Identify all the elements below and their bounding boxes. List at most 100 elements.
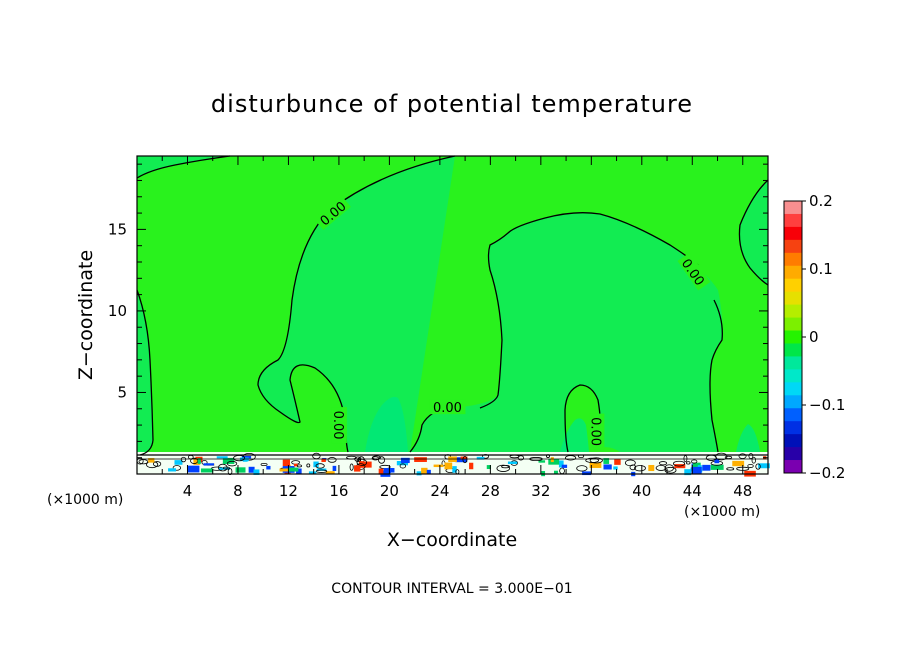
x-tick-label: 48 bbox=[733, 482, 752, 500]
noise-mark bbox=[496, 464, 510, 472]
contour-label-bg bbox=[429, 399, 466, 415]
contour-label-bg bbox=[677, 252, 711, 291]
colorbar-segment bbox=[784, 265, 802, 280]
noise-mark bbox=[378, 468, 384, 475]
noise-mark bbox=[313, 461, 319, 468]
contour-label-bg bbox=[331, 407, 347, 444]
contour-label: 0.00 bbox=[330, 407, 347, 444]
noise-mark bbox=[200, 468, 214, 473]
noise-mark bbox=[697, 465, 702, 468]
noise-mark bbox=[217, 463, 228, 472]
noise-mark bbox=[603, 464, 612, 470]
colorbar-segment bbox=[784, 201, 802, 215]
noise-mark bbox=[203, 463, 215, 466]
noise-mark bbox=[421, 467, 428, 475]
noise-mark bbox=[710, 464, 724, 470]
colorbar-segment bbox=[784, 408, 802, 422]
colorbar-segment bbox=[784, 369, 802, 383]
x-tick-label: 8 bbox=[233, 482, 243, 500]
x-tick-label: 32 bbox=[531, 482, 550, 500]
x-tick-label: 4 bbox=[183, 482, 193, 500]
x-tick-label: 16 bbox=[329, 482, 348, 500]
x-unit-right: (×1000 m) bbox=[684, 504, 760, 520]
noise-mark bbox=[349, 463, 354, 471]
noise-mark bbox=[613, 466, 618, 470]
noise-mark bbox=[433, 464, 444, 468]
noise-mark bbox=[648, 464, 655, 472]
noise-mark bbox=[582, 471, 592, 476]
colorbar-segment bbox=[784, 343, 802, 357]
y-tick-label: 15 bbox=[108, 220, 127, 238]
contour-label-text: 0.00 bbox=[587, 417, 602, 446]
x-tick-label: 40 bbox=[632, 482, 651, 500]
x-unit-left: (×1000 m) bbox=[47, 492, 123, 508]
colorbar-segment bbox=[784, 291, 802, 306]
colorbar-segment bbox=[784, 434, 802, 448]
contour-label: 0.00 bbox=[587, 413, 605, 450]
noise-mark bbox=[354, 465, 361, 472]
noise-mark bbox=[550, 457, 554, 463]
x-tick-label: 28 bbox=[481, 482, 500, 500]
plot-frame bbox=[136, 155, 769, 475]
colorbar-segment bbox=[784, 421, 802, 435]
noise-mark bbox=[751, 456, 756, 464]
noise-mark bbox=[193, 458, 201, 465]
noise-mark bbox=[589, 457, 603, 464]
noise-mark bbox=[452, 466, 457, 473]
noise-mark bbox=[738, 453, 747, 459]
noise-mark bbox=[197, 458, 201, 464]
noise-mark bbox=[399, 463, 407, 469]
noise-mark bbox=[148, 458, 155, 463]
noise-mark bbox=[726, 467, 735, 471]
contour-label: 0.00 bbox=[429, 399, 466, 416]
noise-mark bbox=[758, 463, 770, 469]
noise-mark bbox=[222, 466, 230, 470]
noise-mark bbox=[172, 465, 182, 471]
y-tick-label: 5 bbox=[117, 383, 127, 401]
noise-mark bbox=[565, 455, 577, 461]
noise-mark bbox=[260, 462, 268, 466]
noise-mark bbox=[507, 461, 518, 464]
colorbar-segment bbox=[784, 356, 802, 370]
noise-mark bbox=[692, 462, 701, 469]
plume-1 bbox=[365, 396, 408, 452]
noise-mark bbox=[174, 460, 183, 465]
noise-mark bbox=[561, 464, 568, 468]
boundary-layer-noise bbox=[136, 452, 770, 477]
colorbar-tick-label: −0.1 bbox=[809, 396, 845, 414]
region-negative-right bbox=[739, 180, 768, 285]
noise-mark bbox=[755, 463, 761, 470]
contour-label-bg bbox=[589, 413, 605, 450]
noise-mark bbox=[315, 469, 328, 473]
contour-zero-right-arm bbox=[709, 299, 723, 453]
noise-mark bbox=[315, 463, 325, 469]
region-negative-left-top bbox=[137, 156, 230, 178]
noise-mark bbox=[296, 468, 302, 474]
chart-title: disturbunce of potential temperature bbox=[211, 90, 693, 118]
x-tick-label: 44 bbox=[683, 482, 702, 500]
colorbar-segment bbox=[784, 304, 802, 318]
noise-mark bbox=[414, 457, 427, 462]
noise-mark bbox=[486, 465, 492, 470]
contour-zero-right-edge bbox=[738, 179, 769, 286]
noise-mark bbox=[658, 461, 668, 466]
noise-mark bbox=[266, 465, 271, 470]
contour-label-bg bbox=[313, 195, 351, 231]
noise-mark bbox=[180, 456, 187, 463]
colorbar: 0.2 0.1 0 −0.1 −0.2 bbox=[783, 192, 845, 482]
colorbar-segment bbox=[784, 213, 802, 228]
noise-mark bbox=[327, 457, 337, 463]
noise-mark bbox=[691, 466, 702, 474]
noise-mark bbox=[576, 465, 588, 472]
noise-mark bbox=[664, 466, 677, 474]
noise-mark bbox=[460, 456, 468, 460]
noise-mark bbox=[293, 463, 298, 467]
colorbar-segment bbox=[784, 460, 802, 474]
noise-mark bbox=[248, 466, 255, 473]
noise-mark bbox=[684, 469, 692, 476]
colorbar-segment bbox=[784, 317, 802, 331]
noise-mark bbox=[296, 464, 303, 468]
noise-mark bbox=[455, 457, 468, 463]
x-tick-label: 20 bbox=[380, 482, 399, 500]
noise-mark bbox=[222, 457, 235, 464]
